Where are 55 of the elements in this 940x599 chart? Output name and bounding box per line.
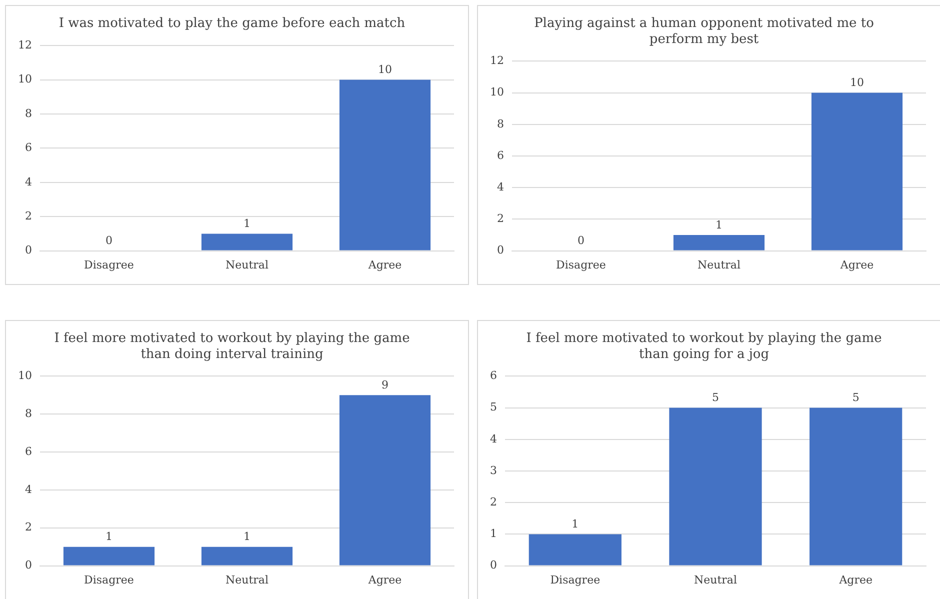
x-tick-label: Disagree: [84, 573, 134, 586]
chart-title: Playing against a human opponent motivated me to perform my best: [534, 16, 874, 47]
x-tick-label: Disagree: [556, 258, 606, 272]
y-tick-label: 6: [24, 444, 32, 458]
x-tick-label: Neutral: [694, 573, 738, 586]
data-label: 1: [716, 218, 722, 232]
y-tick-label: 2: [24, 520, 32, 534]
data-label: 10: [378, 63, 392, 76]
x-tick-label: Disagree: [550, 573, 600, 586]
chart-title: I was motivated to play the game before each match: [58, 16, 406, 32]
x-tick-label: Agree: [367, 258, 402, 272]
data-label: 10: [850, 76, 864, 90]
y-tick-label: 12: [18, 38, 32, 52]
y-tick-label: 12: [490, 54, 504, 68]
data-label: 9: [382, 378, 388, 392]
data-label: 5: [852, 391, 860, 404]
y-tick-label: 4: [24, 175, 32, 188]
y-tick-label: 0: [490, 558, 497, 572]
x-tick-label: Neutral: [226, 573, 269, 586]
y-tick-label: 4: [24, 482, 32, 496]
data-label: 0: [578, 234, 584, 248]
y-tick-label: 10: [490, 86, 504, 99]
data-label: 1: [572, 518, 579, 531]
x-tick-label: Agree: [367, 573, 402, 586]
y-tick-label: 0: [24, 558, 32, 572]
x-tick-label: Neutral: [698, 258, 741, 272]
y-tick-label: 6: [490, 369, 497, 382]
y-tick-label: 8: [24, 106, 32, 120]
y-tick-label: 4: [490, 432, 497, 446]
x-tick-label: Agree: [839, 258, 874, 272]
data-label: 1: [244, 530, 250, 544]
y-tick-label: 8: [24, 406, 32, 420]
y-tick-label: 5: [490, 400, 497, 414]
y-tick-label: 10: [18, 369, 32, 382]
x-tick-label: Disagree: [84, 258, 134, 272]
chart-title: I feel more motivated to workout by playing the game than going for a jog: [526, 331, 882, 362]
y-tick-label: 8: [496, 117, 504, 130]
y-tick-label: 3: [490, 464, 497, 477]
data-label: 5: [712, 391, 719, 404]
y-tick-label: 2: [496, 212, 504, 226]
chart-title: I feel more motivated to workout by playing the game than doing interval training: [54, 331, 410, 362]
data-label: 1: [106, 530, 112, 544]
y-tick-label: 2: [24, 209, 32, 222]
y-tick-label: 0: [24, 244, 32, 257]
y-tick-label: 6: [24, 141, 32, 154]
y-tick-label: 4: [496, 180, 504, 194]
y-tick-label: 1: [490, 527, 497, 540]
y-tick-label: 2: [490, 495, 497, 508]
y-tick-label: 0: [496, 244, 504, 257]
data-label: 0: [106, 234, 112, 248]
y-tick-label: 10: [18, 72, 32, 86]
y-tick-label: 6: [496, 148, 504, 162]
x-tick-label: Neutral: [226, 258, 269, 272]
data-label: 1: [244, 217, 250, 230]
x-tick-label: Agree: [838, 573, 872, 586]
